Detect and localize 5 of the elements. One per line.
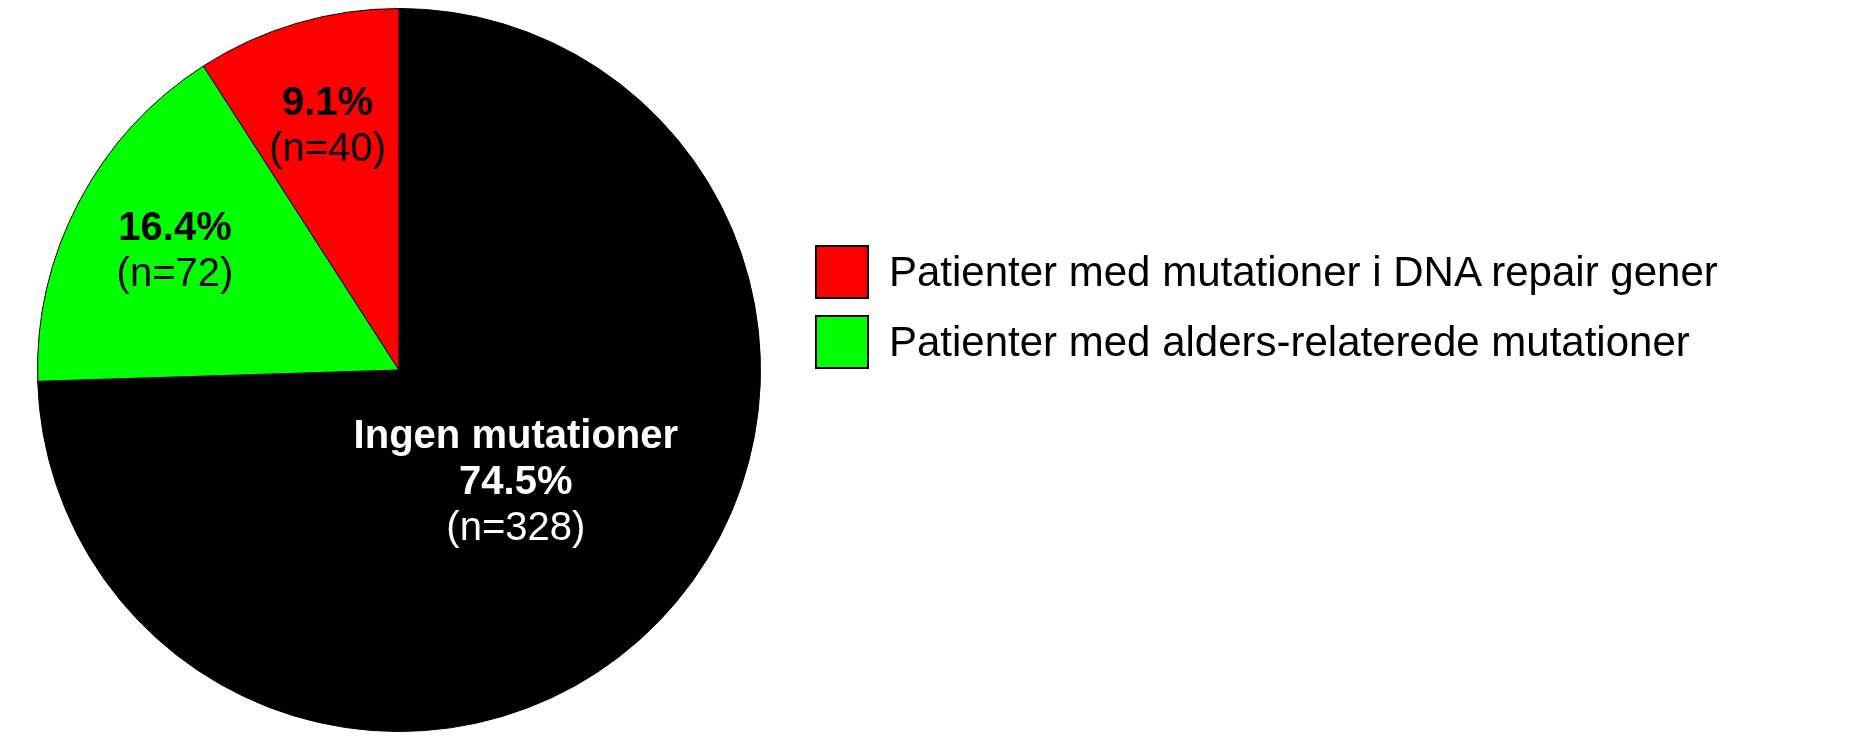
- data-label: Ingen mutationer 74.5% (n=328): [353, 412, 679, 549]
- legend-label: Patienter med mutationer i DNA repair gener: [889, 248, 1718, 296]
- data-label: 9.1% (n=40): [269, 79, 387, 170]
- data-label: 16.4% (n=72): [116, 204, 234, 295]
- legend-label: Patienter med alders-relaterede mutationer: [889, 318, 1690, 366]
